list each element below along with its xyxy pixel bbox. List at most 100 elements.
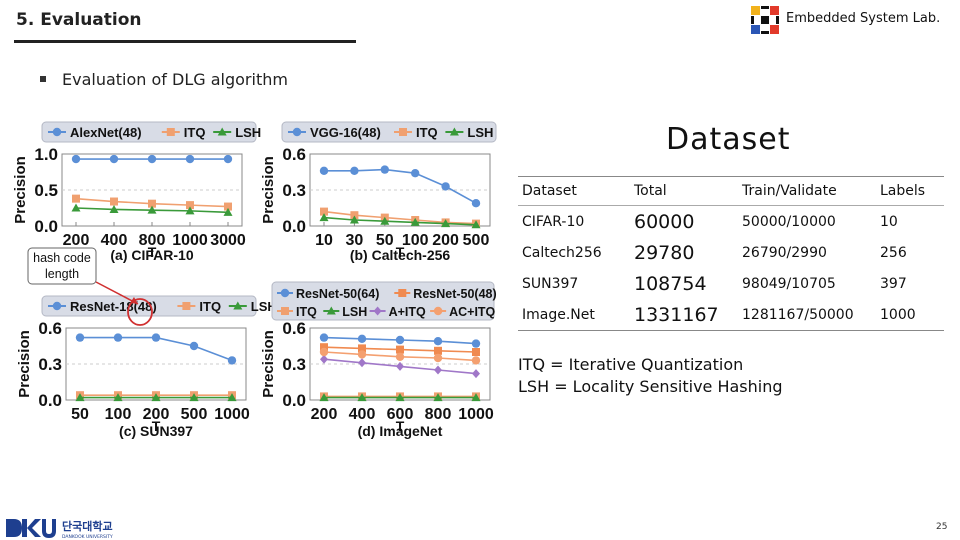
data-point — [75, 333, 85, 342]
data-point — [471, 199, 481, 208]
data-point — [350, 166, 359, 175]
legend-entry: LSH — [251, 299, 277, 314]
y-tick-label: 0.0 — [38, 391, 62, 410]
data-point — [75, 393, 85, 402]
data-point — [471, 339, 481, 348]
data-point — [151, 393, 161, 402]
y-tick-label: 0.6 — [38, 319, 62, 338]
table-header-cell: Labels — [876, 176, 944, 206]
x-axis-label: T — [396, 418, 405, 434]
data-point — [189, 393, 199, 402]
legend-swatch-marker — [233, 301, 243, 310]
data-point — [147, 154, 157, 164]
data-point — [411, 169, 420, 178]
legend-entry: LSH — [235, 125, 261, 140]
x-tick-label: 200 — [311, 406, 338, 423]
series-line — [323, 210, 477, 225]
legend-swatch-marker — [52, 301, 62, 311]
data-point — [410, 217, 420, 226]
data-point — [109, 154, 119, 164]
legend-entry: LSH — [342, 305, 367, 319]
legend-swatch-marker — [449, 127, 459, 136]
panel-caption: (a) CIFAR-10 — [110, 247, 193, 263]
lsh-definition: LSH = Locality Sensitive Hashing — [518, 377, 783, 396]
dataset-table: Dataset Total Train/Validate Labels CIFA… — [518, 176, 944, 331]
data-point — [434, 365, 442, 375]
annotation-arrow — [95, 281, 139, 305]
data-point — [185, 206, 195, 215]
x-tick-label: 200 — [432, 232, 459, 249]
table-cell: 1281167/50000 — [738, 299, 876, 331]
data-point — [227, 356, 237, 365]
data-point — [319, 393, 329, 402]
precision-figure: AlexNet(48) ITQ LSH 1.0 0.5 0.0 Precision 200 40… — [14, 121, 497, 439]
legend-entry: ITQ — [416, 125, 438, 140]
table-header-cell: Dataset — [518, 176, 630, 206]
table-cell: SUN397 — [522, 275, 579, 292]
y-tick-label: 0.6 — [282, 319, 306, 338]
university-name: 단국대학교 — [62, 519, 113, 533]
data-point — [110, 197, 118, 206]
panel-caption: (c) SUN397 — [119, 423, 193, 439]
y-tick-label: 0.0 — [282, 391, 306, 410]
data-point — [113, 393, 123, 402]
legend-entry: LSH — [467, 125, 493, 140]
data-point — [358, 358, 366, 368]
x-tick-label: 800 — [139, 232, 166, 249]
legend-swatch-marker — [281, 307, 289, 315]
data-point — [223, 207, 233, 216]
series-line — [324, 168, 477, 204]
annotation-text: hash code — [33, 251, 91, 265]
data-point — [71, 203, 81, 212]
data-point — [147, 205, 157, 214]
legend-swatch-marker — [373, 306, 382, 316]
legend-entry: VGG-16(48) — [310, 125, 381, 140]
y-tick-label: 0.0 — [282, 217, 306, 236]
data-point — [319, 213, 329, 222]
lab-logo-icon — [751, 6, 779, 34]
y-axis-label: Precision — [16, 330, 33, 398]
x-tick-label: 500 — [181, 406, 208, 423]
legend-swatch-marker — [399, 128, 407, 136]
data-point — [395, 352, 405, 361]
table-cell: 26790/2990 — [742, 244, 827, 261]
data-point — [148, 199, 156, 208]
data-point — [357, 393, 367, 402]
legend-box — [41, 121, 257, 143]
data-point — [320, 343, 328, 352]
table-row: Image.Net 1331167 1281167/50000 1000 — [518, 299, 944, 331]
y-tick-label: 0.3 — [282, 181, 306, 200]
x-tick-label: 400 — [349, 406, 376, 423]
legend-swatch-marker — [52, 127, 62, 137]
data-point — [396, 345, 404, 354]
x-tick-label: 1000 — [214, 406, 250, 423]
data-point — [433, 393, 443, 402]
panel-caption: (d) ImageNet — [358, 423, 443, 439]
panel-caption: (b) Caltech-256 — [350, 247, 451, 263]
data-point — [358, 344, 366, 353]
data-point — [185, 154, 195, 164]
table-cell: 256 — [880, 244, 907, 261]
university-logo: 단국대학교 DANKOOK UNIVERSITY — [6, 519, 113, 540]
legend-swatch-marker — [280, 288, 290, 298]
x-tick-label: 50 — [71, 406, 89, 423]
data-point — [350, 211, 359, 220]
x-tick-label: 10 — [315, 232, 333, 249]
page-number: 25 — [936, 522, 948, 532]
table-cell: 10 — [880, 213, 898, 230]
data-point — [395, 335, 405, 345]
bullet-marker — [40, 76, 46, 82]
data-point — [472, 348, 480, 356]
legend-swatch-marker — [326, 306, 336, 315]
legend-box — [41, 295, 257, 317]
y-tick-label: 0.5 — [34, 181, 58, 200]
legend-entry: ITQ — [199, 299, 221, 314]
table-cell: Caltech256 — [522, 244, 602, 261]
x-axis-label: T — [152, 418, 161, 434]
data-point — [357, 350, 367, 359]
legend-entry: ResNet-18(48) — [70, 299, 157, 314]
y-tick-label: 0.0 — [34, 217, 58, 236]
legend-swatch-marker — [398, 289, 407, 297]
data-point — [349, 215, 359, 224]
x-tick-label: 100 — [402, 232, 429, 249]
